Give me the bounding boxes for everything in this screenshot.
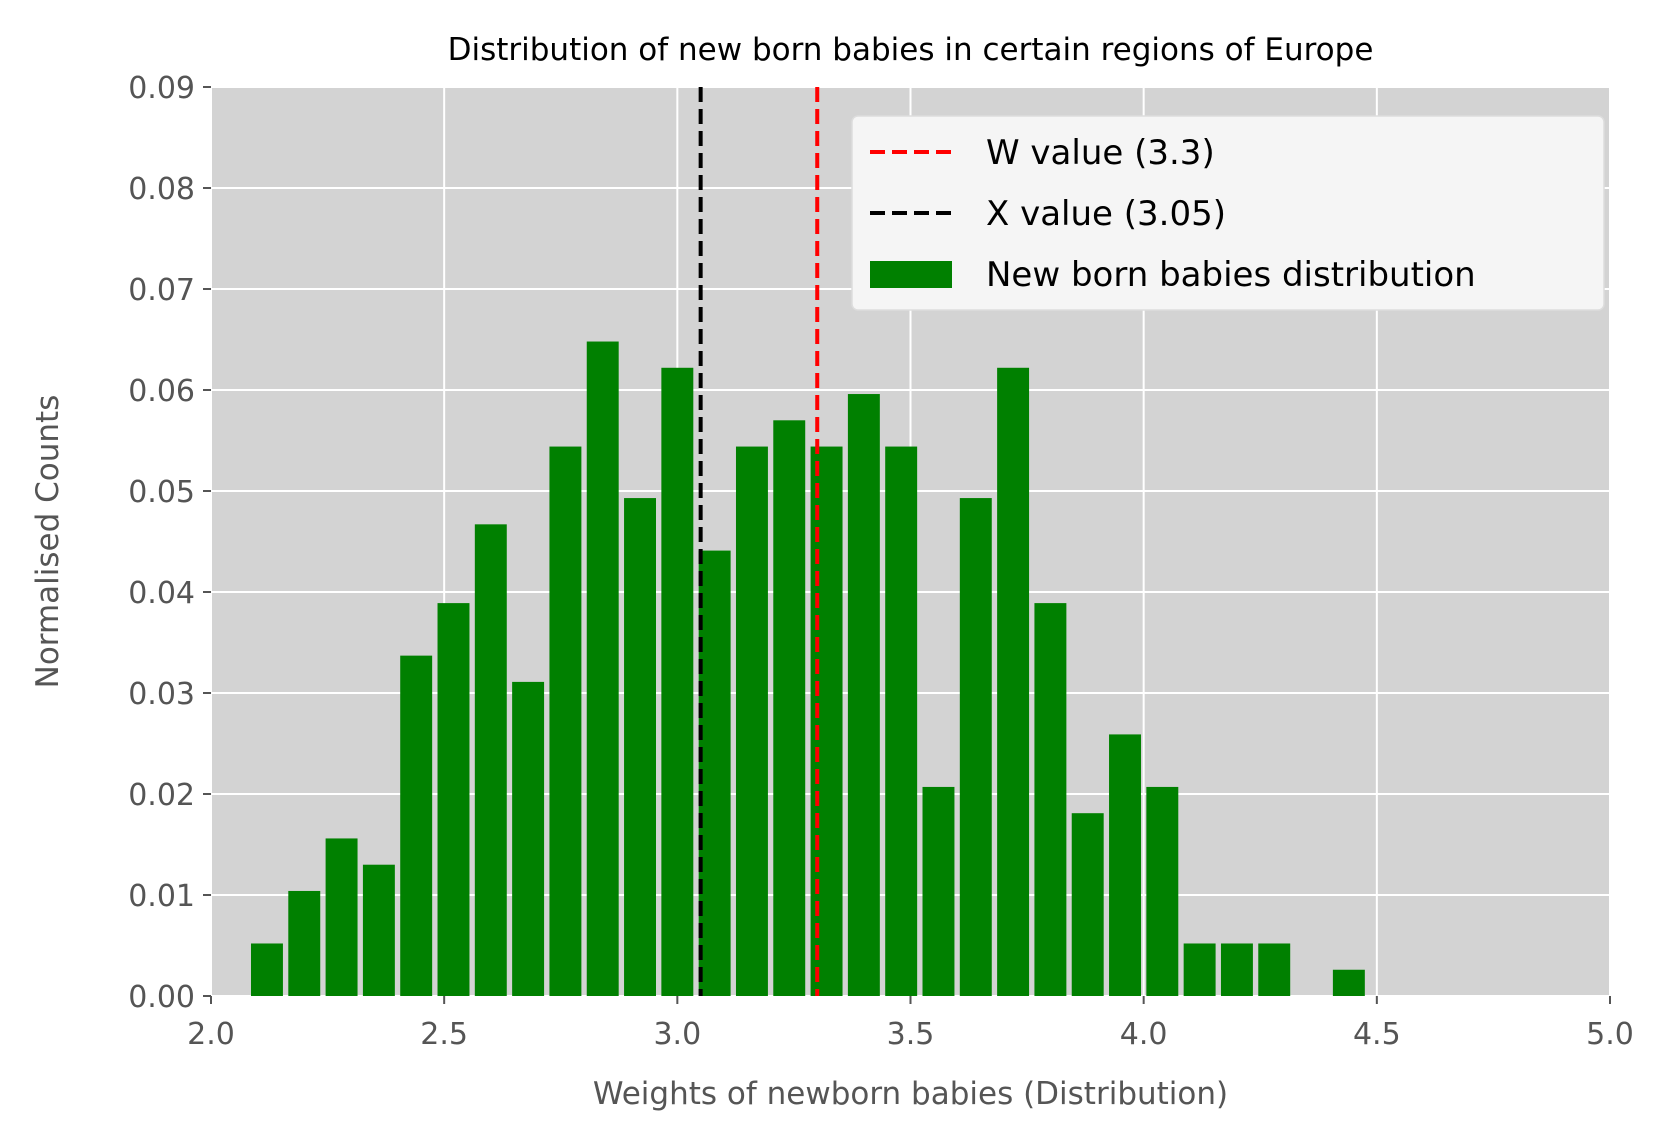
y-tick-label: 0.02 (128, 778, 195, 813)
bar-13 (735, 446, 768, 996)
bars-group (250, 341, 1365, 996)
bar-14 (773, 420, 806, 996)
bar-4 (400, 655, 433, 996)
bar-22 (1071, 813, 1104, 996)
bar-8 (549, 446, 582, 996)
bar-27 (1258, 943, 1291, 996)
x-tick-label: 5.0 (1586, 1017, 1634, 1052)
bar-1 (288, 890, 321, 996)
y-tick-label: 0.05 (128, 475, 195, 510)
bar-25 (1183, 943, 1216, 996)
legend: W value (3.3) X value (3.05) New born babi… (851, 115, 1605, 311)
x-tick-label: 2.0 (187, 1017, 235, 1052)
x-tick-label: 4.0 (1120, 1017, 1168, 1052)
y-tick-label: 0.06 (128, 374, 195, 409)
bar-0 (250, 943, 283, 996)
bar-2 (325, 838, 358, 996)
bar-21 (1034, 603, 1067, 996)
chart-title: Distribution of new born babies in certa… (448, 32, 1374, 68)
bar-23 (1109, 734, 1141, 996)
bar-11 (661, 367, 694, 996)
y-tick-label: 0.07 (128, 273, 195, 308)
y-tick-label: 0.00 (128, 980, 195, 1015)
bar-28 (1332, 969, 1365, 996)
y-tick-label: 0.09 (128, 71, 195, 106)
x-tick-label: 3.5 (887, 1017, 935, 1052)
axes: 2.0 2.5 3.0 3.5 4.0 4.5 5.0 0.00 0.01 0.02 0.03 0.0… (128, 71, 1634, 1052)
y-tick-label: 0.01 (128, 879, 195, 914)
bar-26 (1220, 943, 1253, 996)
bar-12 (698, 550, 731, 996)
legend-label: New born babies distribution (986, 255, 1476, 295)
bar-17 (885, 446, 918, 996)
y-axis-title: Normalised Counts (30, 395, 66, 689)
legend-box (851, 115, 1605, 311)
bar-16 (847, 394, 880, 996)
bar-19 (959, 498, 992, 996)
bar-9 (586, 341, 619, 996)
bar-18 (922, 786, 955, 996)
bar-6 (474, 524, 507, 996)
reference-lines (698, 87, 820, 996)
bar-7 (512, 681, 545, 996)
x-tick-label: 4.5 (1353, 1017, 1401, 1052)
legend-label: X value (3.05) (986, 194, 1226, 234)
legend-patch-swatch (870, 261, 952, 288)
bar-10 (624, 498, 656, 996)
legend-label: W value (3.3) (986, 133, 1215, 173)
x-tick-label: 3.0 (653, 1017, 701, 1052)
bar-5 (437, 603, 470, 996)
x-axis-title: Weights of newborn babies (Distribution) (593, 1076, 1228, 1112)
y-tick-label: 0.08 (128, 172, 195, 207)
x-tick-label: 2.5 (420, 1017, 468, 1052)
y-tick-label: 0.04 (128, 576, 195, 611)
bar-3 (362, 864, 395, 996)
bar-20 (997, 367, 1030, 996)
bar-24 (1146, 786, 1179, 996)
y-tick-label: 0.03 (128, 677, 195, 712)
